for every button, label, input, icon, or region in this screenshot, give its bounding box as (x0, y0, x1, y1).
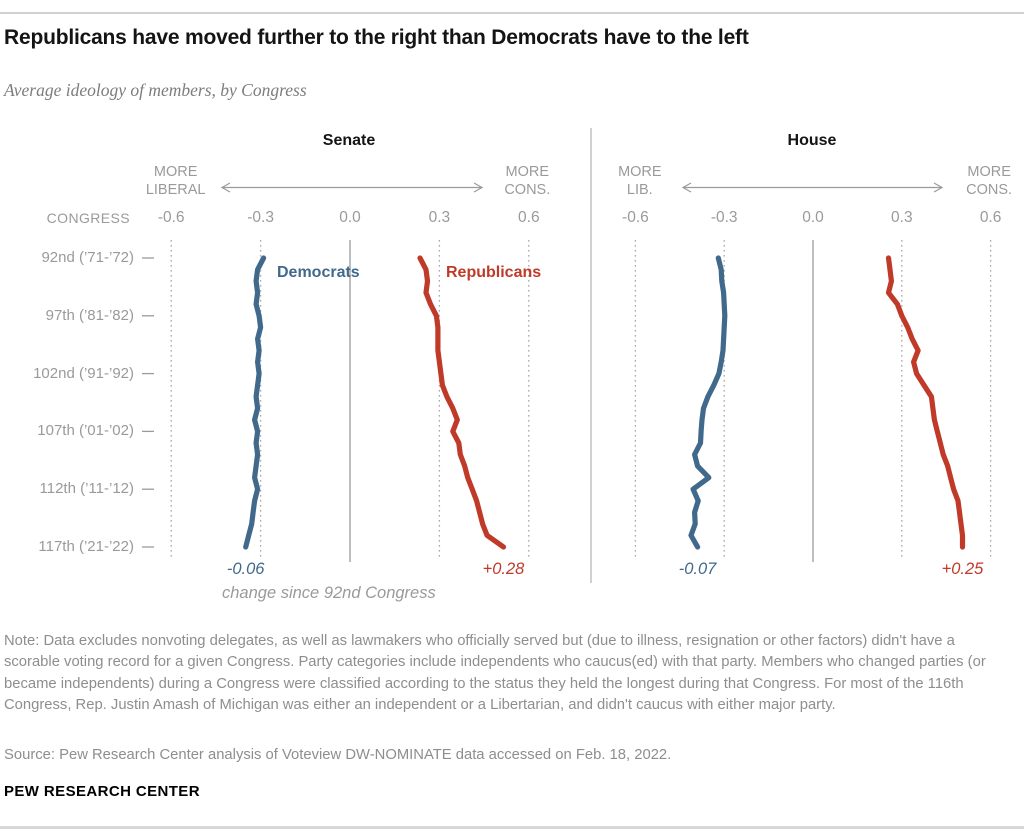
x-tick-label: 0.6 (979, 209, 1002, 226)
source-text: Source: Pew Research Center analysis of … (4, 747, 672, 763)
x-tick-label: 0.0 (802, 209, 824, 226)
x-tick-label: -0.3 (710, 209, 738, 226)
axis-direction-label-liberal: MORE LIB. (618, 164, 662, 198)
x-tick-label: 0.3 (891, 209, 913, 226)
congress-row-label: 107th (’01-’02) (37, 422, 134, 440)
senate-republican-line (417, 255, 507, 550)
axis-direction-label-conservative: MORE CONS. (504, 164, 551, 198)
arrow-head-right (933, 182, 944, 193)
pew-research-center-wordmark: PEW RESEARCH CENTER (4, 783, 200, 800)
change-annotation-democrat: -0.07 (678, 560, 717, 578)
house-democrat-line (688, 255, 728, 550)
congress-row-label: 117th (’21-’22) (38, 538, 134, 555)
change-annotation-republican: +0.25 (941, 560, 984, 578)
arrow-head-right (473, 182, 484, 193)
x-tick-label: 0.3 (428, 209, 451, 226)
x-tick-label: -0.6 (622, 209, 649, 226)
x-tick-label: -0.6 (157, 209, 185, 226)
arrow-head-left (220, 182, 231, 193)
change-annotation-republican: +0.28 (482, 560, 525, 578)
panel-title-house: House (787, 132, 837, 149)
x-tick-label: 0.6 (518, 209, 540, 226)
congress-row-label: 112th (’11-’12) (39, 480, 135, 498)
congress-row-label: 97th (’81-’82) (45, 306, 134, 324)
chart-subtitle: Average ideology of members, by Congress (4, 80, 307, 100)
congress-axis-header: CONGRESS (46, 210, 130, 226)
series-label-republican: Republicans (446, 264, 542, 281)
axis-direction-label-liberal: MORE LIBERAL (145, 164, 206, 198)
change-caption: change since 92nd Congress (222, 584, 436, 602)
x-tick-label: 0.0 (339, 209, 361, 226)
series-label-democrat: Democrats (277, 264, 360, 281)
senate-democrat-line (243, 255, 267, 550)
congress-row-label: 92nd (’71-’72) (41, 249, 134, 266)
note-text: Note: Data excludes nonvoting delegates,… (4, 633, 986, 714)
chart-title: Republicans have moved further to the ri… (4, 26, 749, 49)
house-republican-line (885, 255, 966, 550)
panel-title-senate: Senate (322, 132, 376, 149)
axis-direction-label-conservative: MORE CONS. (966, 164, 1013, 198)
x-tick-label: -0.3 (247, 209, 274, 226)
top-divider (0, 12, 1024, 14)
change-annotation-democrat: -0.06 (226, 560, 265, 578)
congress-row-label: 102nd (’91-’92) (33, 364, 134, 382)
bottom-divider (0, 826, 1024, 829)
